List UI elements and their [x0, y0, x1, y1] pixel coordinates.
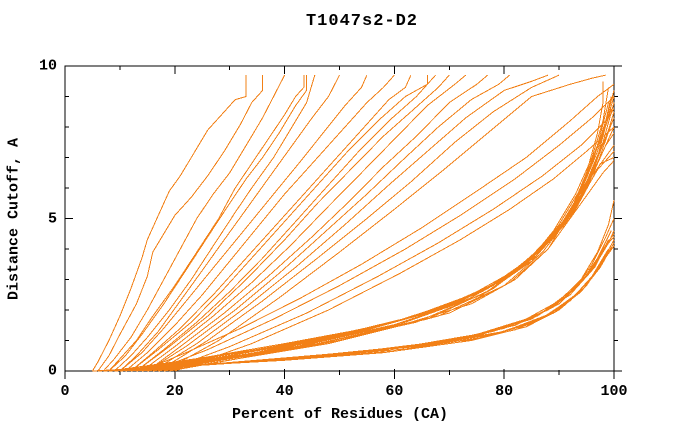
model-curve — [163, 74, 606, 372]
model-curve — [147, 74, 489, 372]
model-curve — [97, 75, 264, 372]
x-axis-label: Percent of Residues (CA) — [231, 406, 449, 423]
x-tick-label: 0 — [60, 383, 70, 400]
model-curve — [125, 74, 395, 372]
model-curve — [119, 239, 615, 372]
model-curve — [163, 108, 615, 372]
model-curve — [152, 74, 549, 372]
model-curve — [136, 74, 450, 372]
model-curve — [108, 75, 308, 372]
model-curve — [103, 74, 286, 372]
model-curve — [141, 74, 467, 372]
x-tick-label: 20 — [165, 383, 184, 400]
y-tick-label: 10 — [38, 57, 57, 75]
model-curve — [130, 74, 412, 372]
model-curve — [114, 74, 316, 372]
model-curve — [130, 75, 428, 372]
model-curve — [119, 74, 340, 372]
model-curve — [174, 126, 615, 372]
model-curve — [141, 83, 615, 372]
model-curve — [92, 75, 247, 372]
model-curve — [158, 74, 560, 372]
model-curve — [108, 75, 305, 372]
x-tick-label: 40 — [275, 383, 294, 400]
model-curve — [119, 74, 368, 372]
model-curve — [136, 74, 436, 372]
x-tick-label: 60 — [385, 383, 404, 400]
y-tick-label: 0 — [47, 362, 57, 380]
x-tick-label: 100 — [600, 383, 628, 400]
y-tick-label: 5 — [47, 210, 57, 227]
model-curve — [169, 160, 615, 372]
model-curve — [152, 96, 615, 372]
model-curve — [97, 218, 615, 372]
model-curve — [108, 81, 604, 372]
model-curve — [103, 254, 607, 372]
x-tick-label: 80 — [495, 383, 514, 400]
page-title: T1047s2-D2 — [305, 12, 419, 31]
model-curve — [147, 74, 511, 372]
